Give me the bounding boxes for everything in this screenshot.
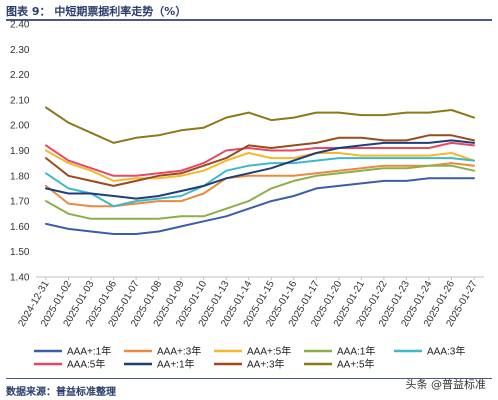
y-tick-label: 2.10 bbox=[10, 95, 30, 106]
footer-divider bbox=[6, 378, 492, 379]
series-line-8 bbox=[45, 134, 475, 187]
series-line-7 bbox=[45, 139, 475, 200]
series-line-9 bbox=[45, 106, 475, 144]
chart-title: 图表 9： 中短期票据利率走势（%） bbox=[6, 5, 187, 18]
y-tick-label: 2.40 bbox=[10, 20, 30, 31]
legend-entry: AAA:5年 bbox=[67, 358, 105, 371]
y-tick-label: 1.60 bbox=[10, 222, 30, 233]
legend-entry: AAA:3年 bbox=[427, 345, 465, 358]
data-source: 数据来源：普益标准整理 bbox=[6, 387, 116, 398]
y-tick-label: 1.90 bbox=[10, 146, 30, 157]
y-tick-label: 1.50 bbox=[10, 247, 30, 258]
series-line-4 bbox=[45, 164, 475, 220]
legend-entry: AAA+:1年 bbox=[67, 345, 111, 358]
series-line-6 bbox=[45, 141, 475, 177]
title-divider bbox=[6, 19, 492, 21]
legend-entry: AA+:3年 bbox=[247, 358, 285, 371]
y-tick-label: 1.40 bbox=[10, 273, 30, 284]
series-line-3 bbox=[45, 149, 475, 182]
y-tick-label: 2.20 bbox=[10, 70, 30, 81]
legend-entry: AA+:5年 bbox=[337, 358, 375, 371]
y-tick-label: 1.80 bbox=[10, 171, 30, 182]
y-tick-label: 1.70 bbox=[10, 197, 30, 208]
legend-entry: AAA+:3年 bbox=[157, 345, 201, 358]
y-tick-label: 2.00 bbox=[10, 121, 30, 132]
y-tick-label: 2.30 bbox=[10, 45, 30, 56]
series-line-5 bbox=[45, 157, 475, 208]
legend-entry: AA+:1年 bbox=[157, 358, 195, 371]
watermark: 头条 @普益标准 bbox=[405, 378, 487, 391]
legend-entry: AAA+:5年 bbox=[247, 345, 291, 358]
legend-entry: AAA:1年 bbox=[337, 345, 375, 358]
series-line-1 bbox=[45, 177, 475, 235]
line-chart: 2.40 2.30 2.20 2.10 2.00 1.90 1.80 1.70 1.60 1.50… bbox=[10, 20, 484, 371]
